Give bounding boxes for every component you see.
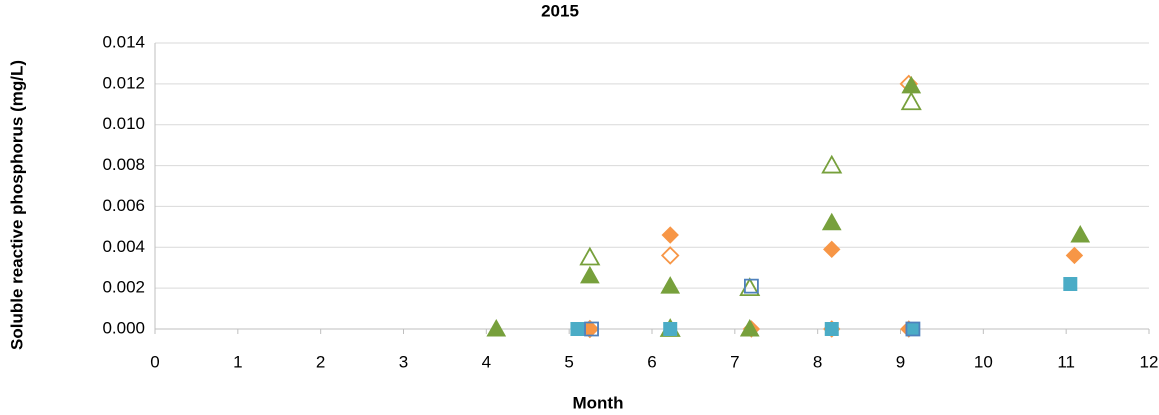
x-axis-label: Month (573, 393, 624, 412)
marker (744, 278, 759, 294)
marker (900, 91, 922, 111)
x-tick-label: 12 (1140, 352, 1159, 371)
marker (660, 246, 680, 265)
y-tick-label: 0.010 (102, 114, 145, 133)
marker (661, 226, 679, 244)
x-tick-label: 1 (233, 352, 242, 371)
y-tick-label: 0.006 (102, 196, 145, 215)
marker (660, 276, 681, 294)
marker (821, 212, 842, 231)
marker (824, 322, 839, 336)
marker (905, 321, 921, 337)
marker (580, 265, 600, 284)
marker (901, 75, 922, 94)
x-tick-label: 10 (974, 352, 993, 371)
marker (1070, 225, 1091, 243)
y-tick-label: 0.012 (102, 73, 145, 92)
x-tick-label: 3 (399, 352, 408, 371)
y-tick-label: 0.002 (102, 278, 145, 297)
x-tick-label: 9 (896, 352, 905, 371)
y-tick-label: 0.004 (102, 237, 145, 256)
x-tick-label: 2 (316, 352, 325, 371)
y-tick-label: 0.000 (102, 318, 145, 337)
y-tick-label: 0.008 (102, 155, 145, 174)
marker (739, 318, 760, 337)
marker (821, 154, 843, 174)
marker (570, 322, 585, 336)
marker (823, 240, 841, 259)
x-tick-label: 8 (813, 352, 822, 371)
marker (1065, 246, 1084, 265)
x-tick-label: 6 (647, 352, 656, 371)
x-tick-label: 4 (482, 352, 491, 371)
marker (905, 322, 920, 336)
marker (486, 318, 507, 337)
chart-title: 2015 (541, 1, 579, 20)
x-tick-label: 5 (564, 352, 573, 371)
y-tick-label: 0.014 (102, 32, 145, 51)
marker (663, 322, 678, 336)
x-tick-label: 7 (730, 352, 739, 371)
marker (1063, 277, 1078, 292)
marker (584, 321, 599, 337)
x-tick-label: 0 (150, 352, 159, 371)
y-axis-label: Soluble reactive phosphorus (mg/L) (7, 60, 26, 350)
marker (579, 246, 601, 266)
x-tick-label: 11 (1057, 352, 1075, 371)
